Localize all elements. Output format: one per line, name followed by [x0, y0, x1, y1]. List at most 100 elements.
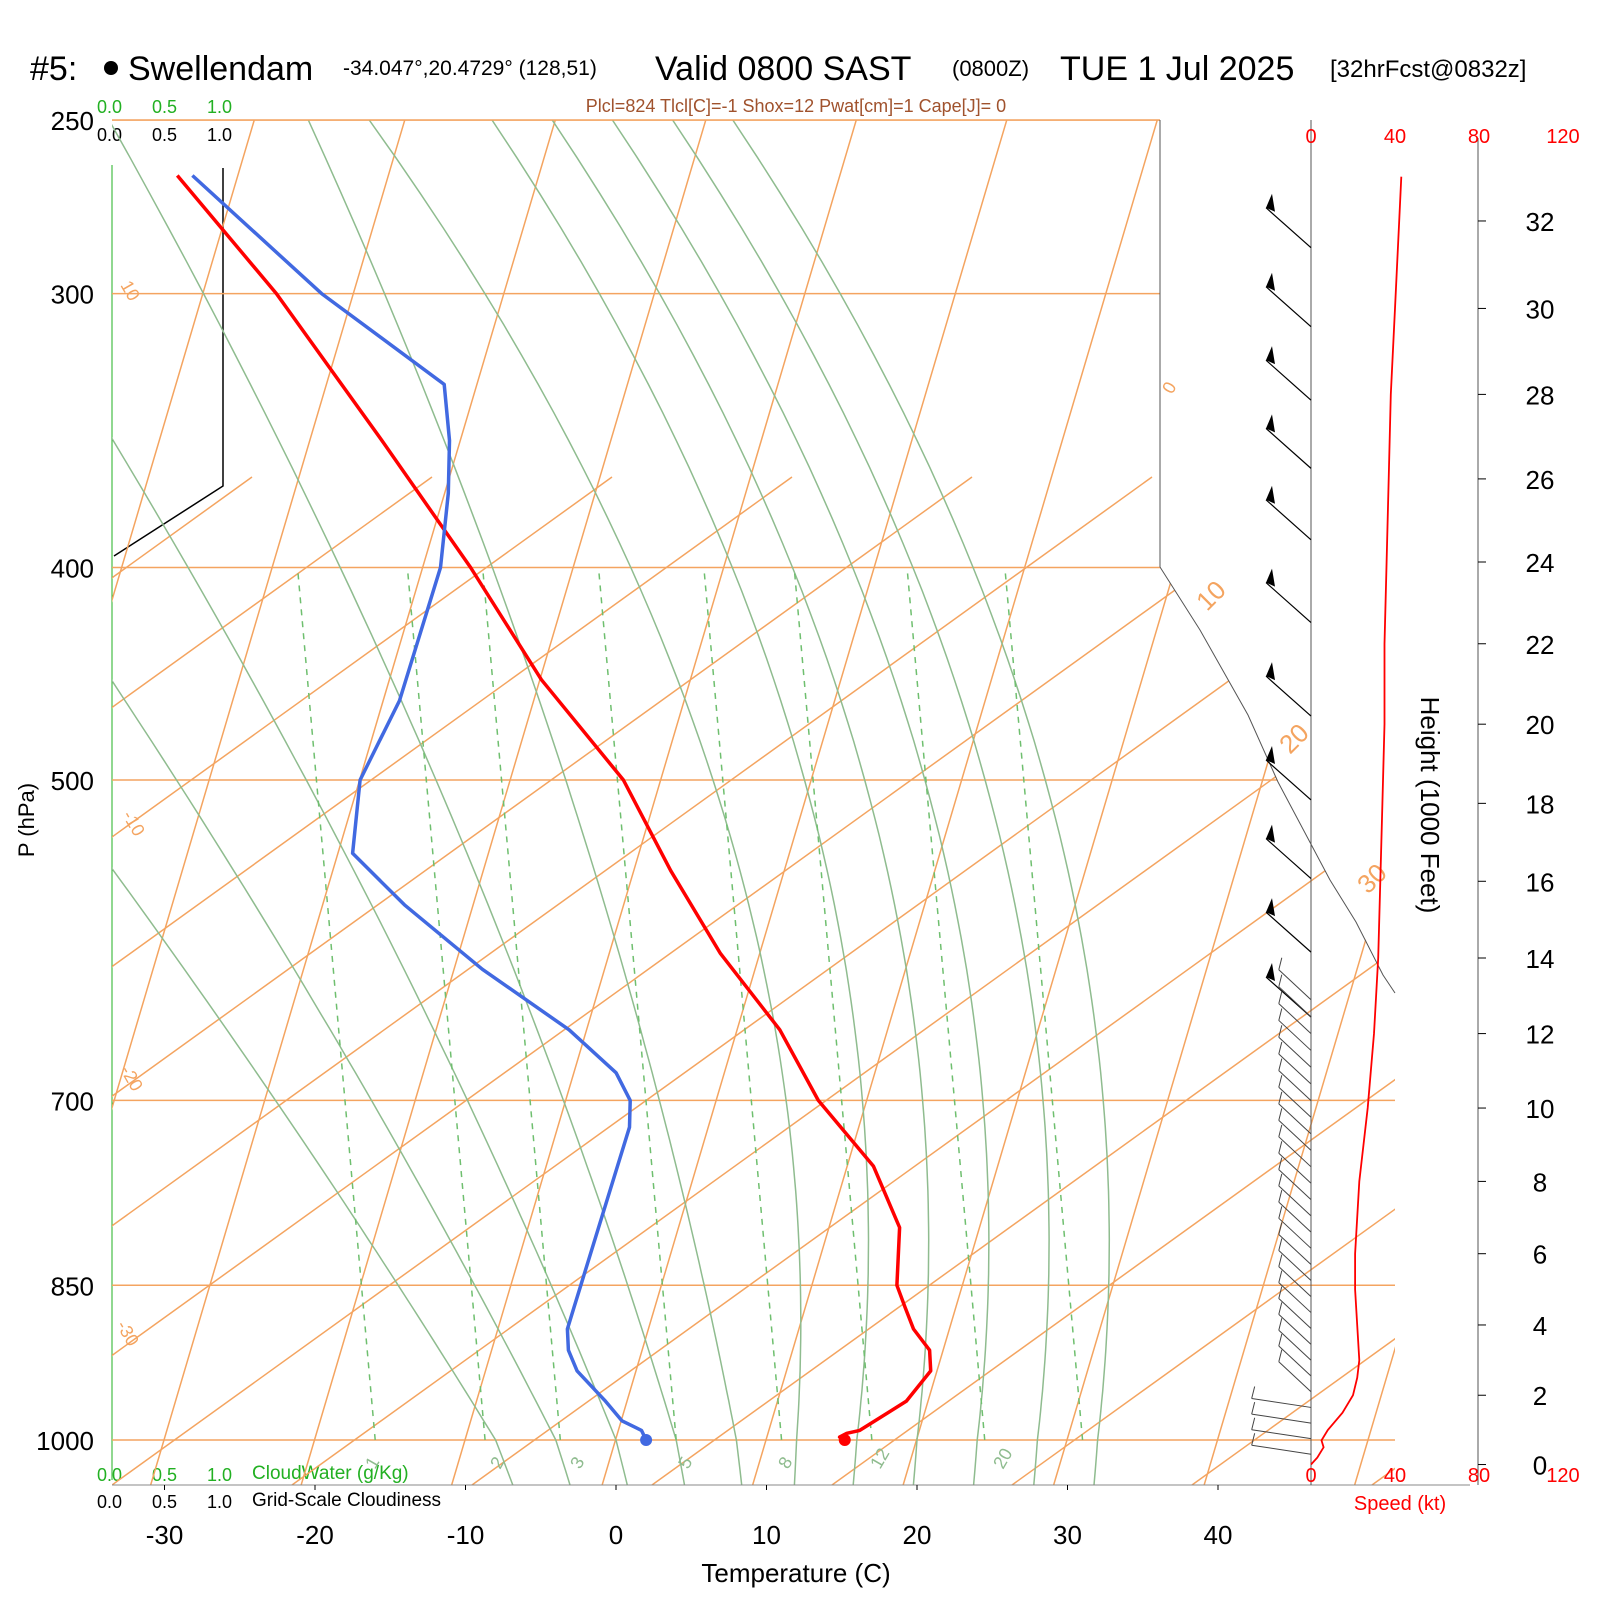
- mixing-ratio-label: 12: [866, 1445, 893, 1472]
- temp-tick-label: -10: [447, 1520, 485, 1550]
- temp-tick-label: 30: [1053, 1520, 1082, 1550]
- wind-barb-tick: [1278, 1141, 1283, 1154]
- wind-speed-profile: [1310, 176, 1403, 1466]
- wind-barb-staff: [1278, 1136, 1312, 1168]
- wind-barb-tick: [1278, 1025, 1283, 1038]
- dry-adiabat-line: [651, 476, 1395, 1485]
- dry-adiabat-line: [831, 476, 1395, 1485]
- isotherm-line: [902, 120, 1309, 1485]
- wind-barb-tick: [1278, 1190, 1283, 1203]
- temp-tick-label: 20: [903, 1520, 932, 1550]
- wind-barb-staff: [1265, 207, 1312, 249]
- dry-adiabat-line: [112, 476, 613, 1485]
- speed-axis-label: Speed (kt): [1354, 1493, 1446, 1515]
- isotherm-label: 10: [117, 277, 144, 304]
- moist-adiabat-line: [611, 120, 990, 1485]
- wind-barb-staff: [1278, 1086, 1312, 1118]
- wind-barb-tick: [1278, 1058, 1283, 1071]
- height-tick-label: 18: [1526, 789, 1555, 819]
- cloudiness-profile: [113, 168, 224, 557]
- speed-tick-bottom: 80: [1468, 1465, 1490, 1487]
- isotherm-label: 30: [1351, 858, 1393, 900]
- wind-barb-staff: [1278, 1250, 1312, 1281]
- height-tick-label: 12: [1526, 1020, 1555, 1050]
- temp-tick-label: 0: [609, 1520, 623, 1550]
- background-lines: [112, 120, 1395, 1485]
- station-number: #5:: [30, 50, 77, 88]
- wind-barb-staff: [1265, 499, 1312, 541]
- height-tick-label: 14: [1526, 944, 1555, 974]
- dry-adiabat-line: [112, 476, 793, 1485]
- moist-adiabat-line: [112, 120, 629, 1485]
- pressure-axis: 250 300 400 500 700 850 1000: [36, 106, 94, 1456]
- wind-barb-tick: [1278, 1238, 1283, 1251]
- wind-barb-staff: [1278, 1234, 1312, 1265]
- wind-barb-tick: [1278, 1008, 1283, 1021]
- wind-barb-flag: [1266, 662, 1275, 681]
- moist-adiabat-line: [671, 120, 1050, 1485]
- wind-barb-tick: [1251, 1386, 1256, 1399]
- wind-barb-staff: [1278, 969, 1312, 1001]
- wind-barb-tick: [1278, 1108, 1283, 1121]
- wind-barb-tick: [1278, 1173, 1283, 1187]
- isotherm-label: -10: [119, 807, 149, 840]
- wind-barb-staff: [1278, 1217, 1312, 1249]
- station-dot-icon: [104, 61, 118, 75]
- pressure-tick-label: 700: [51, 1086, 94, 1116]
- mixing-ratio-line: [703, 567, 783, 1441]
- wind-barb-staff: [1251, 1397, 1312, 1408]
- dry-adiabat-line: [1011, 476, 1395, 1485]
- dry-adiabat-line: [112, 476, 973, 1485]
- dry-adiabat-line: [112, 476, 1153, 1485]
- height-tick-label: 8: [1533, 1167, 1547, 1197]
- height-axis-label: Height (1000 Feet): [1415, 697, 1445, 914]
- mixing-ratio-line: [1004, 567, 1084, 1441]
- speed-tick-bottom: 0: [1305, 1465, 1316, 1487]
- temp-tick-label: -20: [296, 1520, 334, 1550]
- mixing-ratio-label: 20: [989, 1445, 1016, 1472]
- wind-barb-flag: [1266, 824, 1275, 843]
- pressure-tick-label: 250: [51, 106, 94, 136]
- dry-adiabat-line: [112, 476, 1395, 1485]
- valid-zulu: (0800Z): [952, 56, 1029, 81]
- wind-barb-tick: [1251, 1433, 1256, 1446]
- wind-barb-staff: [1278, 1201, 1312, 1233]
- wind-barb-tick: [1278, 1091, 1283, 1104]
- cloudiness-label: Grid-Scale Cloudiness: [252, 1490, 441, 1511]
- wind-barb-flag: [1266, 193, 1275, 212]
- wind-barb-staff: [1278, 1036, 1312, 1068]
- wind-barbs: [1251, 193, 1312, 1455]
- cloudwater-label: CloudWater (g/Kg): [252, 1463, 409, 1484]
- wind-barb-tick: [1278, 1124, 1283, 1137]
- speed-tick-top: 40: [1384, 126, 1406, 148]
- speed-tick-top: 80: [1468, 126, 1490, 148]
- wind-barb-flag: [1266, 745, 1275, 764]
- moist-adiabat-line: [112, 120, 571, 1485]
- moist-adiabat-line: [732, 120, 1111, 1485]
- wind-barb-staff: [1278, 1314, 1312, 1345]
- wind-barb-staff: [1278, 986, 1312, 1018]
- dry-adiabat-line: [1371, 476, 1395, 1485]
- plot-frame: [112, 119, 1479, 1486]
- height-tick-label: 10: [1526, 1094, 1555, 1124]
- height-tick-label: 2: [1533, 1381, 1547, 1411]
- wind-barb-staff: [1265, 759, 1312, 801]
- cloudiness-tick-bottom-2: 1.0: [207, 1492, 232, 1512]
- wind-barb-staff: [1265, 675, 1312, 717]
- wind-barb-tick: [1278, 1041, 1283, 1055]
- isotherm-line: [112, 120, 406, 1485]
- wind-barb-tick: [1278, 1254, 1283, 1267]
- isotherm-line: [149, 120, 556, 1485]
- speed-tick-top: 0: [1305, 126, 1316, 148]
- pressure-tick-label: 1000: [36, 1426, 94, 1456]
- wind-barb-tick: [1251, 1401, 1256, 1415]
- cloudwater-tick-top-0: 0.0: [97, 97, 122, 117]
- speed-tick-bottom: 120: [1546, 1465, 1579, 1487]
- wind-barb-tick: [1278, 991, 1283, 1004]
- wind-barb-staff: [1278, 1020, 1312, 1051]
- height-tick-label: 30: [1526, 294, 1555, 324]
- height-tick-label: 6: [1533, 1240, 1547, 1270]
- wind-barb-tick: [1278, 1286, 1283, 1299]
- cloudwater-tick-bottom-0: 0.0: [97, 1465, 122, 1485]
